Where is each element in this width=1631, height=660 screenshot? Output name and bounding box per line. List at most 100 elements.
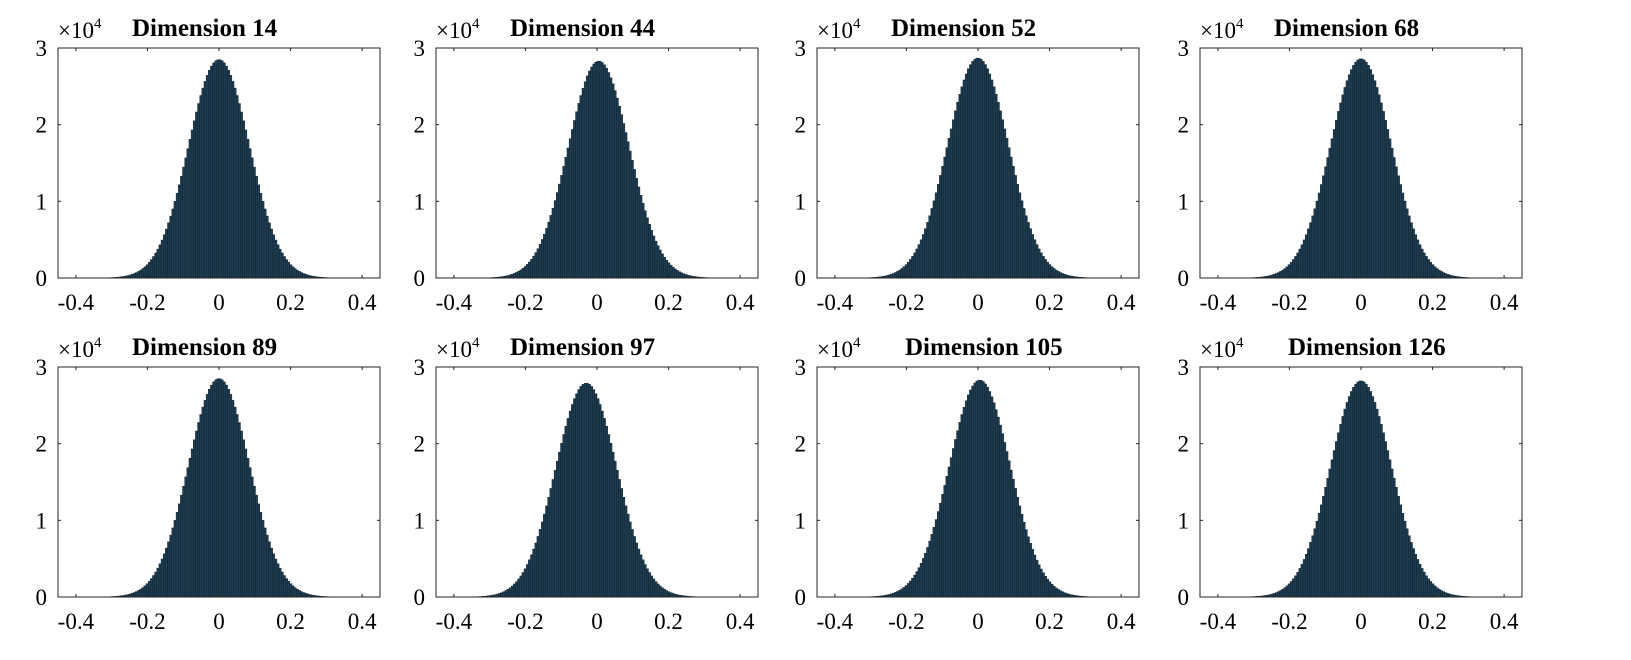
histogram-bar	[898, 590, 901, 598]
histogram-bar	[169, 534, 172, 598]
histogram-bar	[932, 200, 936, 279]
histogram-bar	[913, 252, 916, 279]
histogram-bar	[665, 259, 669, 279]
histogram-bar	[967, 68, 970, 279]
histogram-bar	[620, 488, 623, 598]
histogram-bar	[1352, 65, 1355, 279]
histogram-bar	[1367, 387, 1370, 598]
histogram-bar	[210, 65, 213, 279]
histogram-bar	[1326, 477, 1330, 598]
histogram-bar	[1360, 380, 1364, 598]
histogram-bar	[620, 114, 623, 279]
histogram-bar	[167, 222, 170, 279]
histogram-bar	[646, 217, 649, 279]
histogram-bar	[652, 578, 656, 598]
histogram-bar	[889, 274, 893, 279]
histogram-bar	[193, 120, 196, 279]
histogram-bar	[900, 588, 904, 598]
histogram-bar	[605, 425, 608, 598]
histogram-bar	[994, 94, 998, 279]
histogram-bar	[663, 589, 666, 598]
histogram-bar	[596, 60, 600, 279]
histogram-bar	[220, 379, 224, 598]
x-tick-label: 0	[1355, 609, 1367, 634]
histogram-bar	[631, 529, 634, 598]
histogram-bar	[1371, 74, 1375, 279]
histogram-bar	[665, 590, 669, 598]
histogram-bar	[201, 406, 205, 598]
histogram-bar	[1063, 274, 1067, 279]
histogram-bar	[255, 175, 258, 279]
histogram-bar	[302, 592, 306, 598]
histogram-bar	[560, 175, 563, 279]
histogram-bar	[1055, 269, 1058, 279]
histogram-bar	[945, 147, 949, 279]
histogram-bar	[1050, 583, 1054, 598]
histogram-bar	[1395, 166, 1398, 279]
histogram-bar	[1435, 268, 1439, 279]
histogram-bar	[201, 87, 205, 279]
histogram-bar	[637, 186, 641, 279]
x-tick-label: 0	[213, 609, 225, 634]
histogram-bar	[253, 166, 256, 279]
histogram-bar	[954, 110, 957, 279]
histogram-bar	[549, 488, 553, 598]
histogram-bar	[1356, 59, 1360, 279]
histogram-bar	[214, 60, 218, 279]
histogram-bar	[1272, 274, 1276, 279]
histogram-bar	[924, 552, 927, 598]
x-tick-label: 0.4	[1107, 609, 1136, 634]
histogram-bar	[1397, 495, 1400, 598]
histogram-bar	[1309, 542, 1312, 598]
histogram-bar	[680, 272, 684, 279]
histogram-bar	[648, 572, 651, 598]
histogram-bar	[928, 215, 931, 279]
histogram-bar	[1033, 554, 1037, 598]
x-tick-label: -0.4	[1200, 290, 1237, 315]
histogram-bar	[919, 239, 923, 279]
histogram-bar	[182, 485, 185, 598]
histogram-bar	[616, 470, 619, 598]
histogram-bar	[1033, 239, 1037, 279]
subplot: 0 1 2 3 -0.4 -0.2 0 0.2 0.4 ×104 Dimension 89	[36, 334, 381, 634]
histogram-bar	[171, 527, 175, 598]
histogram-bar	[229, 394, 233, 598]
histogram-bar	[1377, 416, 1381, 598]
histogram-bar	[911, 256, 914, 279]
histogram-bar	[521, 572, 525, 598]
x-tick-label: 0	[591, 290, 603, 315]
histogram-bar	[263, 527, 267, 598]
histogram-bar	[1012, 479, 1015, 598]
y-tick-label: 0	[414, 266, 426, 291]
histogram-bar	[137, 590, 140, 598]
histogram-bar	[921, 234, 925, 279]
histogram-bar	[1289, 262, 1293, 279]
histogram-bar	[1403, 520, 1407, 598]
histogram-bar	[291, 266, 295, 279]
histogram-bar	[175, 193, 179, 279]
histogram-bar	[1377, 94, 1381, 279]
x-tick-label: 0	[1355, 290, 1367, 315]
histogram-bar	[1300, 563, 1304, 598]
y-tick-label: 2	[36, 113, 48, 138]
histogram-bar	[1025, 215, 1028, 279]
histogram-bar	[588, 384, 591, 598]
histogram-bar	[1317, 512, 1321, 598]
histogram-bar	[1386, 450, 1390, 598]
histogram-bar	[947, 466, 951, 598]
histogram-bar	[607, 72, 611, 279]
histogram-bar	[1285, 266, 1289, 279]
histogram-bar	[135, 272, 138, 279]
histogram-bar	[235, 414, 239, 598]
histogram-bar	[564, 157, 568, 279]
x-tick-label: -0.4	[1200, 609, 1237, 634]
histogram-bar	[971, 61, 974, 279]
histogram-bar	[650, 575, 654, 598]
histogram-bar	[278, 567, 282, 598]
histogram-bar	[967, 394, 970, 598]
histogram-bar	[1399, 184, 1402, 279]
histogram-bar	[1360, 58, 1364, 279]
subplot: 0 1 2 3 -0.4 -0.2 0 0.2 0.4 ×104 Dimension 44	[414, 15, 759, 315]
histogram-bar	[609, 77, 613, 279]
histogram-bar	[1392, 157, 1396, 279]
